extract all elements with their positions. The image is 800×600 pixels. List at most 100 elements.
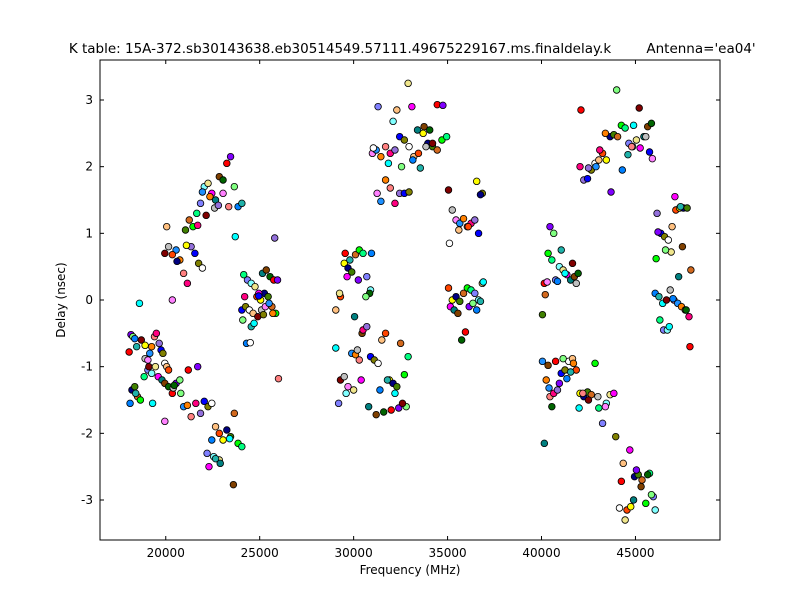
data-point xyxy=(602,156,611,164)
data-point xyxy=(632,136,641,144)
data-point xyxy=(191,249,199,258)
data-point xyxy=(448,206,456,214)
data-point xyxy=(387,406,395,414)
data-point xyxy=(393,106,401,114)
data-point xyxy=(374,102,382,111)
data-point xyxy=(542,376,550,384)
data-point xyxy=(362,292,370,301)
data-point xyxy=(574,269,582,278)
data-point xyxy=(647,119,656,128)
data-point xyxy=(579,389,587,398)
data-point xyxy=(647,490,656,499)
data-point xyxy=(140,372,148,381)
data-point xyxy=(671,192,679,201)
data-point xyxy=(355,356,363,364)
data-point xyxy=(457,336,466,344)
data-point xyxy=(332,306,340,314)
data-point xyxy=(584,396,593,404)
data-point xyxy=(265,299,273,308)
data-point xyxy=(141,341,149,350)
data-point xyxy=(342,389,350,398)
y-axis-label: Delay (nsec) xyxy=(54,262,68,337)
data-point xyxy=(615,504,624,512)
data-point xyxy=(621,124,629,132)
data-point xyxy=(377,197,385,206)
data-point xyxy=(148,399,157,408)
data-point xyxy=(563,374,571,383)
data-point xyxy=(607,188,615,196)
data-point xyxy=(584,164,593,172)
data-point xyxy=(208,399,216,408)
data-point xyxy=(348,268,356,276)
data-point xyxy=(170,381,178,390)
data-point xyxy=(332,344,340,352)
data-point xyxy=(173,257,181,266)
data-point xyxy=(627,502,635,511)
data-point xyxy=(591,359,599,368)
data-point xyxy=(544,249,552,258)
data-point xyxy=(164,366,173,374)
data-point xyxy=(459,289,468,298)
data-point xyxy=(662,296,671,304)
data-point xyxy=(145,362,153,371)
data-point xyxy=(349,386,358,394)
data-point xyxy=(459,214,468,223)
data-point xyxy=(350,312,359,321)
data-point xyxy=(548,256,556,264)
data-point xyxy=(621,516,629,524)
data-point xyxy=(454,309,462,318)
data-point xyxy=(230,182,239,191)
data-point xyxy=(598,419,607,428)
data-point xyxy=(381,329,390,338)
data-point xyxy=(444,186,453,194)
data-point xyxy=(442,132,451,141)
data-point xyxy=(404,352,412,361)
data-point xyxy=(255,292,263,300)
data-point xyxy=(648,154,657,163)
data-point xyxy=(240,270,248,279)
data-point xyxy=(612,86,621,94)
data-point xyxy=(182,241,191,250)
x-tick-label: 35000 xyxy=(428,546,466,560)
data-point xyxy=(381,176,390,184)
data-point xyxy=(161,417,169,426)
data-point xyxy=(624,150,632,159)
data-point xyxy=(211,422,220,431)
data-point xyxy=(627,142,636,151)
data-point xyxy=(168,296,177,304)
data-point xyxy=(553,277,562,286)
data-point xyxy=(409,156,417,164)
data-point xyxy=(359,249,367,258)
data-point xyxy=(396,339,405,348)
data-point xyxy=(397,162,406,171)
data-point xyxy=(373,189,381,198)
data-point xyxy=(391,199,399,208)
data-point xyxy=(416,164,425,172)
data-point xyxy=(354,276,363,284)
data-point xyxy=(469,299,477,308)
data-point xyxy=(404,79,412,88)
data-point xyxy=(262,266,270,274)
data-point xyxy=(595,156,603,164)
data-point xyxy=(619,459,627,468)
data-point xyxy=(617,477,626,486)
data-point xyxy=(540,439,549,448)
data-point xyxy=(555,379,564,388)
data-point xyxy=(226,152,235,161)
data-point xyxy=(669,294,677,303)
y-tick-label: 1 xyxy=(85,226,93,240)
data-point xyxy=(208,436,216,444)
data-point xyxy=(678,242,687,251)
data-point xyxy=(363,322,371,331)
data-point xyxy=(577,106,585,114)
data-point xyxy=(391,146,399,154)
data-point xyxy=(135,299,144,308)
y-tick-label: -2 xyxy=(81,426,93,440)
data-point xyxy=(686,342,694,351)
data-point xyxy=(184,366,193,374)
chart-subtitle: Antenna='ea04' xyxy=(646,41,755,57)
data-point xyxy=(661,246,670,254)
x-tick-label: 30000 xyxy=(335,546,373,560)
